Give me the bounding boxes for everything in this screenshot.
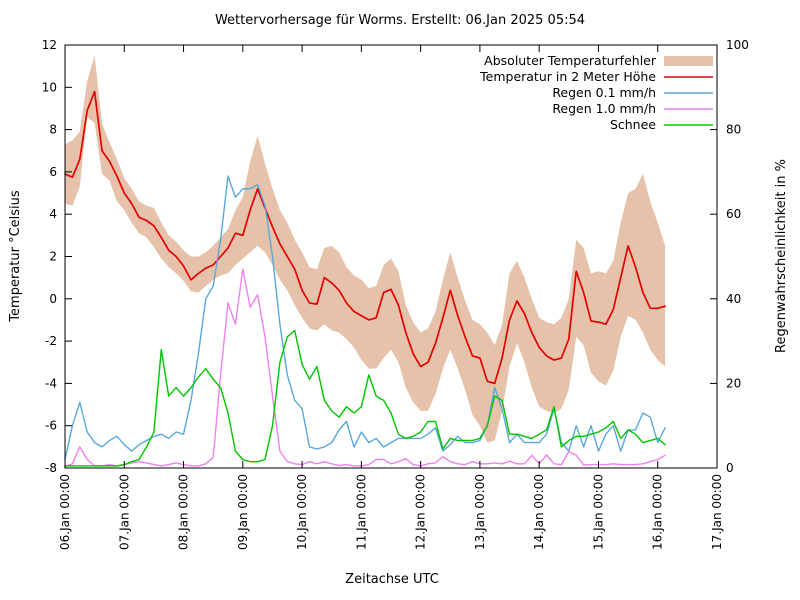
legend-label: Regen 0.1 mm/h — [552, 85, 656, 100]
rain01-line — [64, 175, 666, 461]
y-left-tick-label: 8 — [49, 123, 57, 137]
temperature-line — [64, 90, 666, 385]
y-left-tick-label: -6 — [45, 419, 57, 433]
y-left-tick-label: 4 — [49, 207, 57, 221]
x-tick-label: 15.Jan 00:00 — [591, 474, 605, 550]
x-tick-label: 12.Jan 00:00 — [414, 474, 428, 550]
y-left-tick-label: 2 — [49, 250, 57, 264]
x-tick-label: 16.Jan 00:00 — [651, 474, 665, 550]
y-right-tick-label: 100 — [726, 38, 749, 52]
x-tick-label: 17.Jan 00:00 — [710, 474, 724, 550]
x-tick-label: 08.Jan 00:00 — [177, 474, 191, 550]
y-right-tick-label: 0 — [726, 461, 734, 475]
legend-label: Schnee — [610, 117, 656, 132]
y-left-tick-label: 6 — [49, 165, 57, 179]
x-tick-label: 07.Jan 00:00 — [117, 474, 131, 550]
y-left-tick-label: -4 — [45, 376, 57, 390]
y-left-tick-label: -8 — [45, 461, 57, 475]
x-tick-label: 14.Jan 00:00 — [532, 474, 546, 550]
legend-band-swatch — [664, 56, 713, 66]
x-tick-label: 10.Jan 00:00 — [295, 474, 309, 550]
y-left-tick-label: 0 — [49, 292, 57, 306]
x-axis-label: Zeitachse UTC — [345, 572, 439, 587]
y-right-tick-label: 20 — [726, 376, 741, 390]
y-left-tick-label: -2 — [45, 334, 57, 348]
y-left-tick-label: 10 — [42, 80, 57, 94]
x-tick-label: 11.Jan 00:00 — [354, 474, 368, 550]
temperature-error-band — [65, 55, 666, 443]
legend-label: Absoluter Temperaturfehler — [484, 53, 657, 68]
x-tick-label: 13.Jan 00:00 — [473, 474, 487, 550]
snow-line — [64, 329, 666, 467]
y-right-tick-label: 40 — [726, 292, 741, 306]
y-right-tick-label: 80 — [726, 123, 741, 137]
legend-label: Regen 1.0 mm/h — [552, 101, 656, 116]
y-right-tick-label: 60 — [726, 207, 741, 221]
y-left-tick-label: 12 — [42, 38, 57, 52]
chart-title: Wettervorhersage für Worms. Erstellt: 06… — [214, 13, 586, 28]
x-tick-label: 09.Jan 00:00 — [236, 474, 250, 550]
x-tick-label: 06.Jan 00:00 — [58, 474, 72, 550]
legend-label: Temperatur in 2 Meter Höhe — [479, 69, 656, 84]
rain10-line — [64, 268, 666, 468]
